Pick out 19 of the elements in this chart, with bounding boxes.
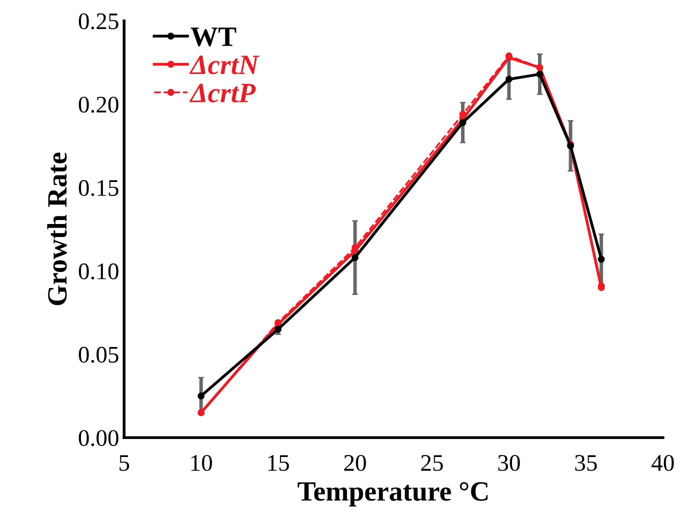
legend-label: ΔcrtP [189,84,256,102]
x-tick-label: 15 [268,455,289,471]
y-axis-title: Growth Rate [47,152,67,306]
y-tick-label: 0.20 [78,96,118,113]
x-tick-label: 10 [191,454,212,471]
y-tick-label: 0.05 [78,346,118,363]
x-axis-title: Temperature °C [298,482,488,506]
x-tick-label: 30 [498,454,520,471]
y-tick-label: 0.00 [78,430,118,446]
legend-label: ΔcrtN [189,56,260,74]
y-tick-label: 0.25 [78,13,118,30]
x-tick-label: 25 [421,455,443,471]
y-tick-label: 0.15 [78,180,118,196]
y-tick-label: 0.10 [78,263,118,280]
legend-label: WT [190,28,236,46]
x-tick-label: 35 [575,455,597,471]
x-tick-label: 20 [344,454,366,471]
x-tick-label: 5 [120,455,130,471]
x-tick-label: 40 [652,454,674,471]
